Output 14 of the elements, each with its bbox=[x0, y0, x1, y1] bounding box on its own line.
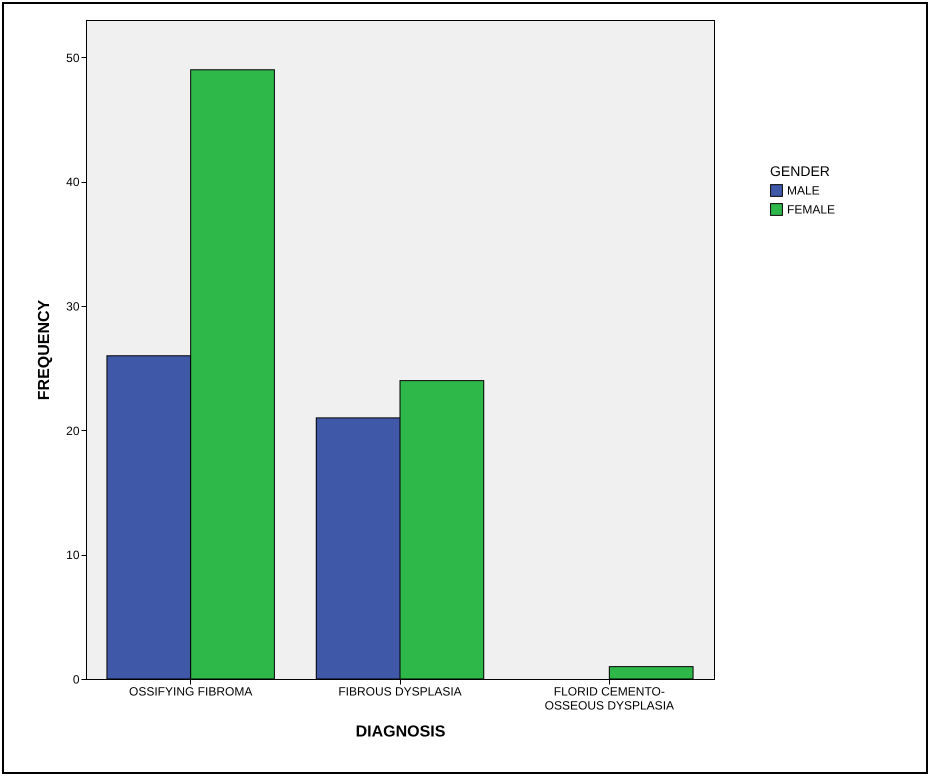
y-tick-label: 10 bbox=[66, 548, 80, 562]
x-tick-label: FLORID CEMENTO-OSSEOUS DYSPLASIA bbox=[544, 684, 674, 712]
y-tick-label: 40 bbox=[66, 175, 80, 190]
y-tick-label: 0 bbox=[72, 672, 80, 686]
legend-label: FEMALE bbox=[787, 202, 836, 216]
y-axis-title: FREQUENCY bbox=[36, 299, 54, 400]
y-tick-label: 20 bbox=[66, 424, 80, 438]
x-axis-title: DIAGNOSIS bbox=[356, 724, 446, 740]
y-tick-label: 30 bbox=[66, 299, 80, 314]
y-tick-label: 50 bbox=[66, 50, 80, 65]
legend-label: MALE bbox=[787, 184, 820, 198]
x-tick-label: OSSIFYING FIBROMA bbox=[128, 684, 252, 698]
legend-title: GENDER bbox=[770, 163, 830, 179]
x-tick-label: FIBROUS DYSPLASIA bbox=[338, 684, 462, 698]
